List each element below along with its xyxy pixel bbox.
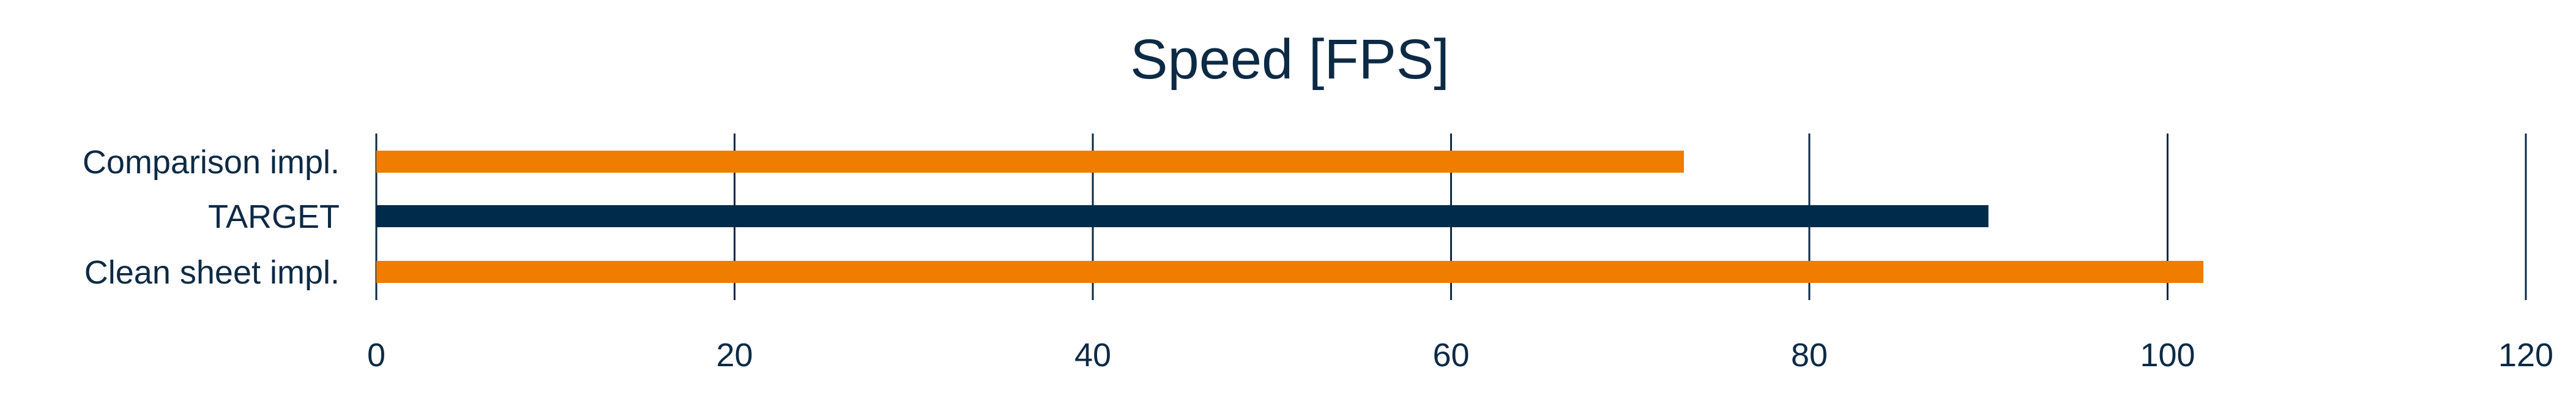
x-tick-labels: 0 20 40 60 80 100 120 <box>367 337 2553 374</box>
x-tick-label-4: 80 <box>1791 337 1828 374</box>
x-tick-label-3: 60 <box>1432 337 1469 374</box>
bar-0 <box>376 151 1684 173</box>
category-labels: Comparison impl. TARGET Clean sheet impl. <box>83 144 340 291</box>
bar-1 <box>376 205 1989 227</box>
category-label-2: Clean sheet impl. <box>84 254 340 291</box>
bars <box>376 151 2204 283</box>
x-tick-label-6: 120 <box>2498 337 2553 374</box>
chart-title: Speed [FPS] <box>1130 28 1450 91</box>
x-tick-label-2: 40 <box>1074 337 1111 374</box>
bar-2 <box>376 261 2204 283</box>
category-label-1: TARGET <box>208 198 340 235</box>
x-tick-label-5: 100 <box>2140 337 2195 374</box>
x-tick-label-1: 20 <box>716 337 753 374</box>
x-tick-label-0: 0 <box>367 337 385 374</box>
category-label-0: Comparison impl. <box>83 144 340 181</box>
